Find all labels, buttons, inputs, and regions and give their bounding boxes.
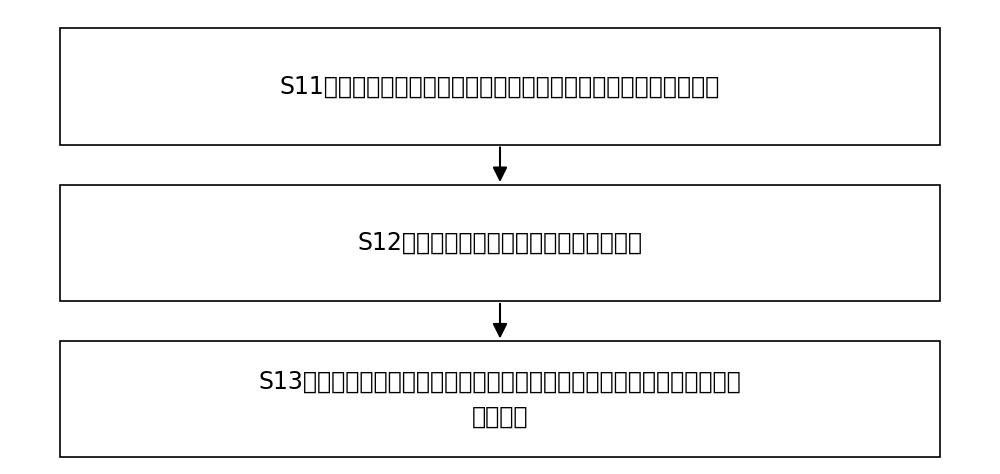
Bar xyxy=(60,28,940,145)
Text: S11、通过光电转换电路将固体激光器发射的光信号转换为电压信号: S11、通过光电转换电路将固体激光器发射的光信号转换为电压信号 xyxy=(280,74,720,99)
Text: S12、通过差动放大电路放大所述电压信号: S12、通过差动放大电路放大所述电压信号 xyxy=(358,231,642,255)
Text: S13、通过信号调理电路，对差动放大电路放大后的电压信号进行有源二阶
低通滤波: S13、通过信号调理电路，对差动放大电路放大后的电压信号进行有源二阶 低通滤波 xyxy=(259,370,741,429)
Bar xyxy=(60,341,940,457)
Bar xyxy=(60,185,940,301)
